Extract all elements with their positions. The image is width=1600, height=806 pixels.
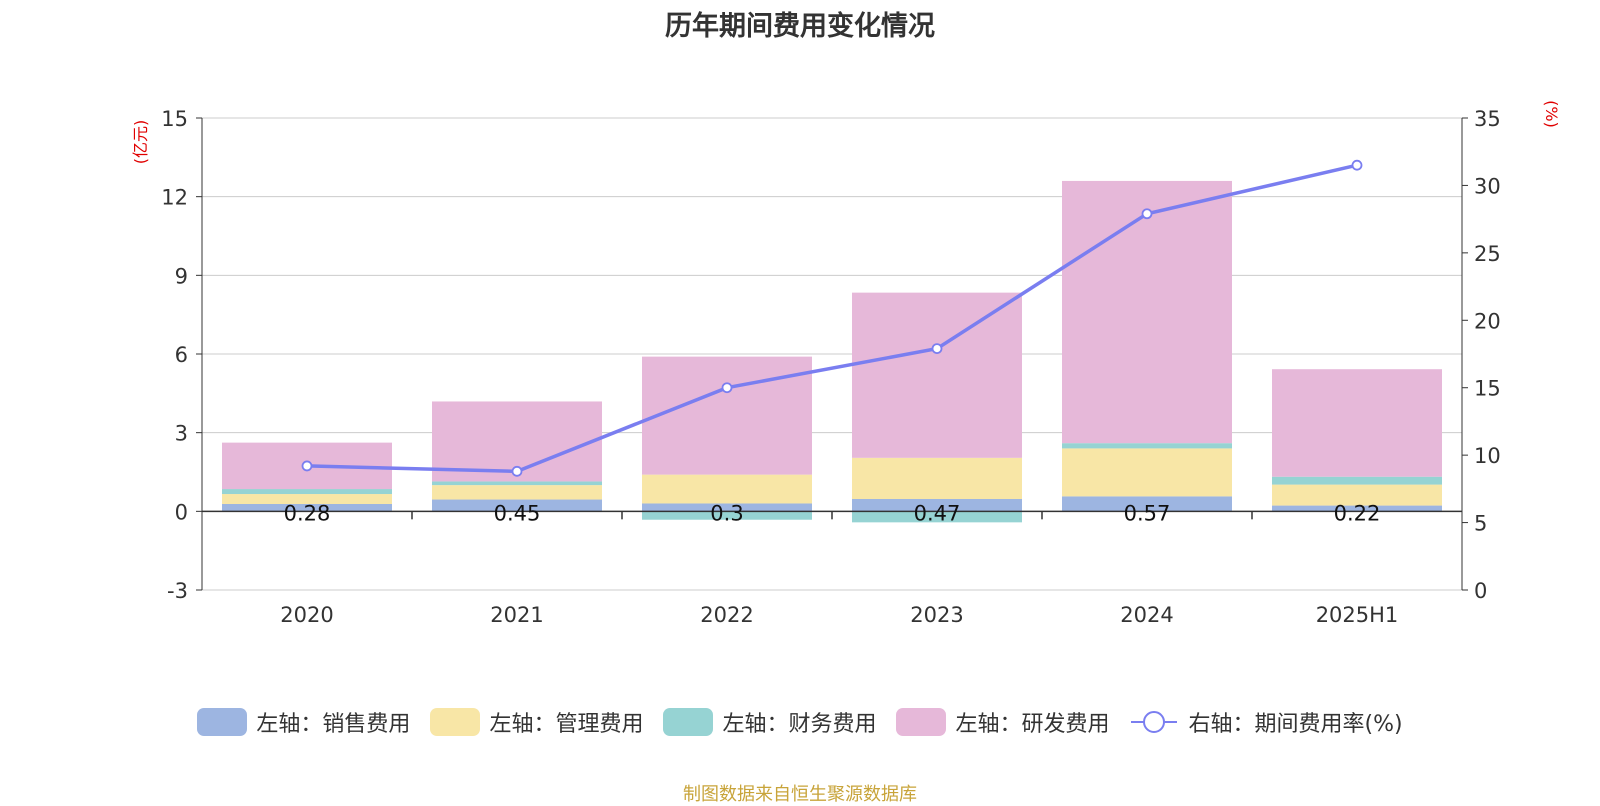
rate-point bbox=[931, 343, 943, 355]
x-tick-label: 2024 bbox=[1120, 603, 1173, 627]
bar-segment bbox=[852, 499, 1022, 512]
x-tick-label: 2022 bbox=[700, 603, 753, 627]
x-tick-label: 2020 bbox=[280, 603, 333, 627]
legend-line-marker-icon bbox=[1131, 711, 1178, 733]
rate-point bbox=[511, 465, 523, 477]
legend-label: 左轴：销售费用 bbox=[256, 712, 411, 737]
y-right-tick-label: 15 bbox=[1474, 377, 1501, 401]
bar-segment bbox=[222, 494, 392, 504]
bar-segment bbox=[642, 511, 812, 520]
bar-segment bbox=[642, 503, 812, 512]
chart-title: 历年期间费用变化情况 bbox=[665, 11, 935, 42]
bar-data-label: 0.57 bbox=[1124, 501, 1171, 525]
legend-label: 右轴：期间费用率(%) bbox=[1188, 712, 1403, 737]
chart-legend: 左轴：销售费用 左轴：管理费用 左轴：财务费用 左轴：研发费用 右轴：期间费用率(%) bbox=[0, 706, 1600, 738]
y-right-tick-label: 0 bbox=[1474, 579, 1487, 603]
legend-label: 左轴：研发费用 bbox=[955, 712, 1110, 737]
legend-item[interactable]: 左轴：管理费用 bbox=[430, 706, 643, 738]
bar-segment bbox=[1062, 443, 1232, 449]
source-note: 制图数据来自恒生聚源数据库 bbox=[683, 784, 917, 805]
bar-segment bbox=[642, 474, 812, 504]
y-left-axis-title: (亿元) bbox=[131, 120, 150, 165]
bar-data-label: 0.45 bbox=[494, 501, 541, 525]
bar-segment bbox=[1272, 476, 1442, 485]
bar-segment bbox=[432, 481, 602, 486]
bar-segment bbox=[642, 356, 812, 475]
y-left-tick-label: 15 bbox=[161, 107, 188, 131]
rate-line bbox=[306, 163, 1358, 474]
legend-item[interactable]: 左轴：研发费用 bbox=[896, 706, 1109, 738]
bar-data-label: 0.47 bbox=[914, 501, 961, 525]
y-left-tick-label: 3 bbox=[175, 422, 188, 446]
y-right-tick-label: 25 bbox=[1474, 242, 1501, 266]
legend-swatch bbox=[197, 708, 248, 736]
legend-item[interactable]: 左轴：销售费用 bbox=[197, 706, 410, 738]
bar-segment bbox=[432, 499, 602, 512]
y-left-tick-label: 12 bbox=[161, 186, 188, 210]
y-right-tick-label: 20 bbox=[1474, 309, 1501, 333]
y-right-tick-label: 5 bbox=[1474, 512, 1487, 536]
x-tick-label: 2025H1 bbox=[1316, 603, 1399, 627]
rate-point bbox=[301, 460, 313, 472]
y-right-tick-label: 35 bbox=[1474, 107, 1501, 131]
y-right-axis-title: (%) bbox=[1542, 100, 1561, 128]
legend-swatch bbox=[896, 708, 947, 736]
legend-swatch bbox=[663, 708, 714, 736]
rate-point bbox=[1351, 159, 1363, 171]
legend-label: 左轴：管理费用 bbox=[489, 712, 644, 737]
y-left-tick-label: 9 bbox=[175, 264, 188, 288]
bar-segment bbox=[852, 511, 1022, 523]
y-left-tick-label: 6 bbox=[175, 343, 188, 367]
bar-segment bbox=[432, 485, 602, 500]
y-right-tick-label: 10 bbox=[1474, 444, 1501, 468]
y-left-tick-label: -3 bbox=[167, 579, 188, 603]
bar-segment bbox=[852, 292, 1022, 458]
legend-item[interactable]: 右轴：期间费用率(%) bbox=[1129, 706, 1403, 738]
bar-segment bbox=[1272, 505, 1442, 512]
y-right-tick-label: 30 bbox=[1474, 174, 1501, 198]
bar-data-label: 0.3 bbox=[710, 501, 743, 525]
bar-data-label: 0.28 bbox=[284, 501, 331, 525]
bar-segment bbox=[1272, 484, 1442, 506]
legend-swatch bbox=[430, 708, 481, 736]
x-tick-label: 2023 bbox=[910, 603, 963, 627]
bar-segment bbox=[1062, 180, 1232, 444]
bar-segment bbox=[1062, 496, 1232, 512]
bar-segment bbox=[222, 489, 392, 495]
legend-item[interactable]: 左轴：财务费用 bbox=[663, 706, 876, 738]
rate-point bbox=[721, 382, 733, 394]
bar-segment bbox=[1062, 448, 1232, 497]
rate-point bbox=[1141, 208, 1153, 220]
y-left-tick-label: 0 bbox=[175, 500, 188, 524]
legend-label: 左轴：财务费用 bbox=[722, 712, 877, 737]
bar-data-label: 0.22 bbox=[1334, 501, 1381, 525]
bar-segment bbox=[222, 503, 392, 512]
bar-segment bbox=[852, 457, 1022, 500]
bar-segment bbox=[1272, 369, 1442, 477]
x-tick-label: 2021 bbox=[490, 603, 543, 627]
